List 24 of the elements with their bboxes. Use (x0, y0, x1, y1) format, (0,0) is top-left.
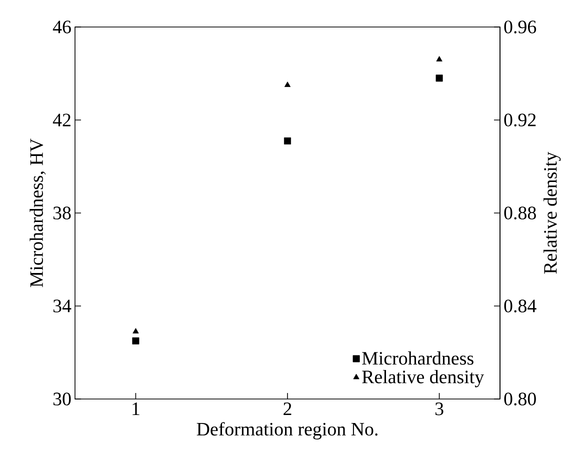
x-tick-label: 3 (435, 402, 444, 416)
y2-tick-label: 0.92 (504, 114, 536, 126)
y-tick-label: 30 (53, 392, 71, 406)
y-tick-label: 46 (52, 20, 71, 34)
x-tick-label: 1 (132, 402, 140, 416)
y2-axis-title: Relative density (544, 152, 561, 274)
x-tick-label: 2 (284, 402, 292, 416)
point (132, 328, 139, 334)
point (132, 337, 140, 344)
y-tick-label: 42 (52, 114, 70, 126)
x-axis-title: Deformation region No. (196, 422, 378, 440)
y-tick-label: 34 (53, 300, 72, 312)
y2-tick-label: 0.84 (504, 300, 536, 312)
point (436, 56, 442, 62)
point (284, 82, 291, 87)
y-axis-title: Microhardness, HV (30, 138, 46, 288)
y2-tick-label: 0.96 (504, 20, 536, 34)
y2-tick-label: 0.80 (504, 392, 536, 406)
legend-label: Microhardness (362, 351, 474, 365)
y2-tick-label: 0.88 (504, 206, 536, 220)
legend-label: Relative density (362, 370, 484, 388)
point (284, 137, 291, 144)
point (436, 74, 443, 82)
y-tick-label: 38 (53, 206, 71, 220)
